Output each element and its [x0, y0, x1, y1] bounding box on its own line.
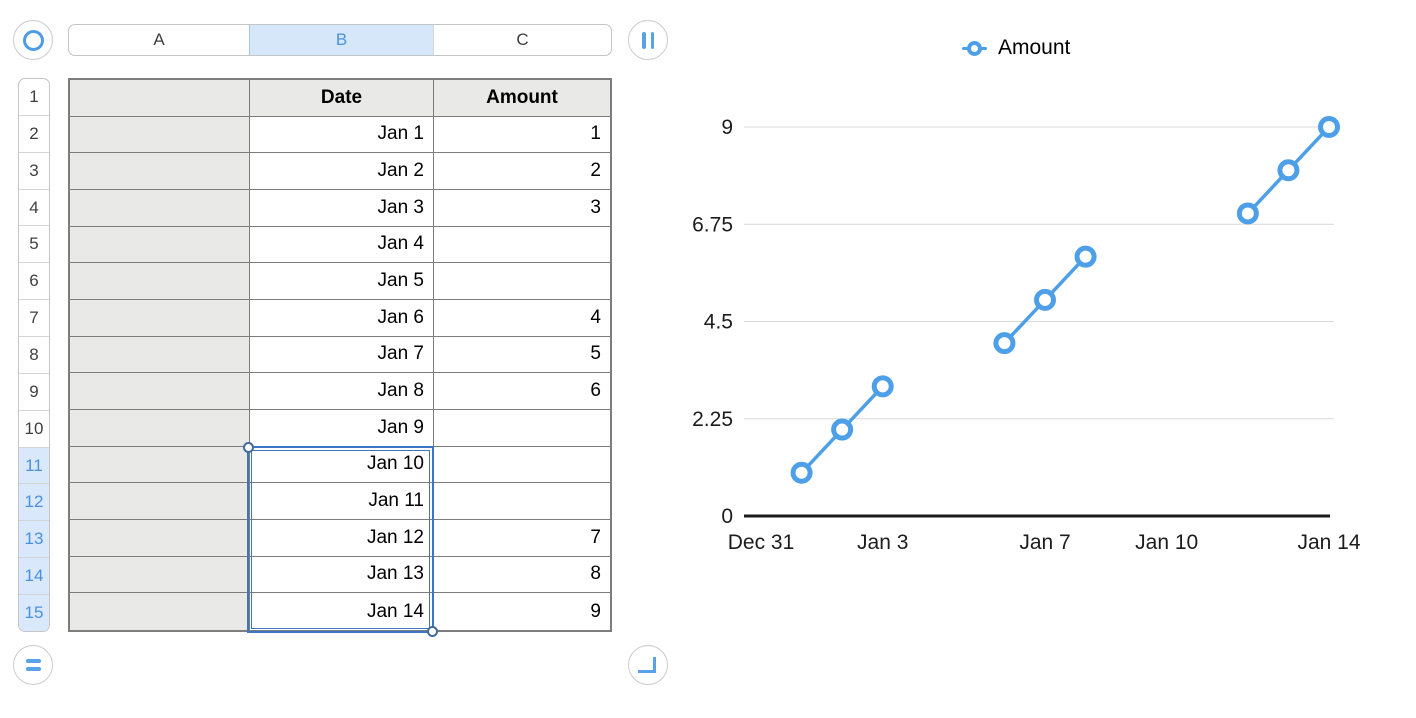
corner-bracket-icon	[637, 657, 656, 673]
cell-B8[interactable]: Jan 7	[250, 336, 434, 374]
data-point-marker[interactable]	[1318, 116, 1340, 138]
cell-C14[interactable]: 8	[434, 557, 610, 594]
cell-C3[interactable]: 2	[434, 153, 610, 190]
legend-label: Amount	[998, 36, 1071, 59]
cell-A11[interactable]	[70, 446, 250, 484]
data-point-marker[interactable]	[790, 461, 813, 484]
data-point-marker[interactable]	[831, 418, 854, 441]
data-table: Date Amount Jan 1 1 Jan 2 2 Jan 3 3 Jan 4 Jan 5 Ja…	[68, 78, 612, 632]
cell-C2[interactable]: 1	[434, 117, 610, 154]
cell-C13[interactable]: 7	[434, 520, 610, 557]
column-header-A[interactable]: A	[153, 30, 165, 49]
row-number-12[interactable]: 12	[19, 483, 49, 521]
cell-A3[interactable]	[70, 153, 250, 190]
cell-A13[interactable]	[70, 520, 250, 557]
double-horizontal-bars-icon	[25, 659, 41, 671]
row-number-5[interactable]: 5	[19, 225, 49, 262]
x-tick-label: Jan 10	[1135, 531, 1198, 554]
cell-A5[interactable]	[70, 226, 250, 264]
cell-A6[interactable]	[70, 263, 250, 300]
ring-icon	[22, 29, 44, 51]
data-point-marker[interactable]	[1034, 288, 1056, 311]
table-column-handle[interactable]	[628, 20, 668, 60]
x-tick-label: Jan 3	[857, 531, 908, 554]
cell-C8[interactable]: 5	[434, 337, 610, 374]
cell-A8[interactable]	[70, 336, 250, 374]
cell-B4[interactable]: Jan 3	[250, 190, 434, 227]
cell-range-selection[interactable]	[243, 442, 438, 637]
column-header-B[interactable]: B	[249, 25, 433, 55]
cell-B2[interactable]: Jan 1	[250, 116, 434, 154]
y-tick-label: 0	[721, 505, 733, 528]
cell-A1[interactable]	[70, 80, 250, 117]
y-tick-label: 4.5	[704, 311, 733, 334]
data-point-marker[interactable]	[1236, 202, 1259, 225]
double-vertical-bars-icon	[642, 31, 654, 49]
cell-A4[interactable]	[70, 190, 250, 227]
row-number-6[interactable]: 6	[19, 262, 49, 299]
x-tick-label: Dec 31	[728, 531, 795, 554]
cell-B6[interactable]: Jan 5	[250, 263, 434, 300]
column-header-C[interactable]: C	[433, 25, 611, 55]
cell-B5[interactable]: Jan 4	[250, 226, 434, 264]
row-number-3[interactable]: 3	[19, 151, 49, 189]
x-tick-label: Jan 7	[1019, 531, 1070, 554]
cell-C5[interactable]	[434, 227, 610, 264]
data-point-marker[interactable]	[1074, 245, 1097, 268]
cell-C10[interactable]	[434, 410, 610, 447]
y-tick-label: 2.25	[692, 408, 733, 431]
data-point-marker[interactable]	[993, 332, 1016, 355]
data-point-marker[interactable]	[871, 375, 894, 398]
cell-A7[interactable]	[70, 300, 250, 337]
row-number-4[interactable]: 4	[19, 188, 49, 226]
row-number-15[interactable]: 15	[19, 594, 49, 631]
cell-C9[interactable]: 6	[434, 373, 610, 410]
cell-A2[interactable]	[70, 116, 250, 154]
row-number-11[interactable]: 11	[19, 446, 49, 484]
cell-A9[interactable]	[70, 373, 250, 410]
cell-A15[interactable]	[70, 593, 250, 630]
cell-B3[interactable]: Jan 2	[250, 153, 434, 190]
cell-C1[interactable]: Amount	[434, 80, 610, 117]
selection-handle-bottom-right[interactable]	[427, 626, 438, 637]
row-number-strip: 1 2 3 4 5 6 7 8 9 10 11 12 13 14 15	[18, 78, 50, 632]
cell-A10[interactable]	[70, 410, 250, 447]
selection-handle-top-left[interactable]	[243, 442, 254, 453]
cell-C4[interactable]: 3	[434, 190, 610, 227]
cell-B1[interactable]: Date	[250, 80, 434, 117]
table-row-handle[interactable]	[13, 645, 53, 685]
row-number-2[interactable]: 2	[19, 114, 49, 152]
cell-C12[interactable]	[434, 483, 610, 520]
cell-A14[interactable]	[70, 556, 250, 594]
cell-C7[interactable]: 4	[434, 300, 610, 337]
row-number-14[interactable]: 14	[19, 557, 49, 595]
row-number-10[interactable]: 10	[19, 409, 49, 447]
table-select-all-handle[interactable]	[13, 20, 53, 60]
row-number-13[interactable]: 13	[19, 520, 49, 558]
cell-A12[interactable]	[70, 483, 250, 520]
row-number-1[interactable]: 1	[29, 86, 39, 106]
chart-legend[interactable]: Amount	[962, 36, 1070, 60]
cell-C15[interactable]: 9	[590, 600, 601, 622]
data-point-marker[interactable]	[1277, 159, 1300, 182]
table-resize-handle[interactable]	[628, 645, 668, 685]
cell-C11[interactable]	[434, 447, 610, 484]
row-number-7[interactable]: 7	[19, 299, 49, 336]
cell-B9[interactable]: Jan 8	[250, 373, 434, 410]
y-tick-label: 9	[721, 116, 733, 139]
cell-B7[interactable]: Jan 6	[250, 300, 434, 337]
row-number-9[interactable]: 9	[19, 372, 49, 410]
row-number-8[interactable]: 8	[19, 336, 49, 373]
x-tick-label: Jan 14	[1297, 531, 1360, 554]
cell-C6[interactable]	[434, 263, 610, 300]
legend-marker-icon	[962, 40, 987, 56]
y-tick-label: 6.75	[692, 213, 733, 236]
